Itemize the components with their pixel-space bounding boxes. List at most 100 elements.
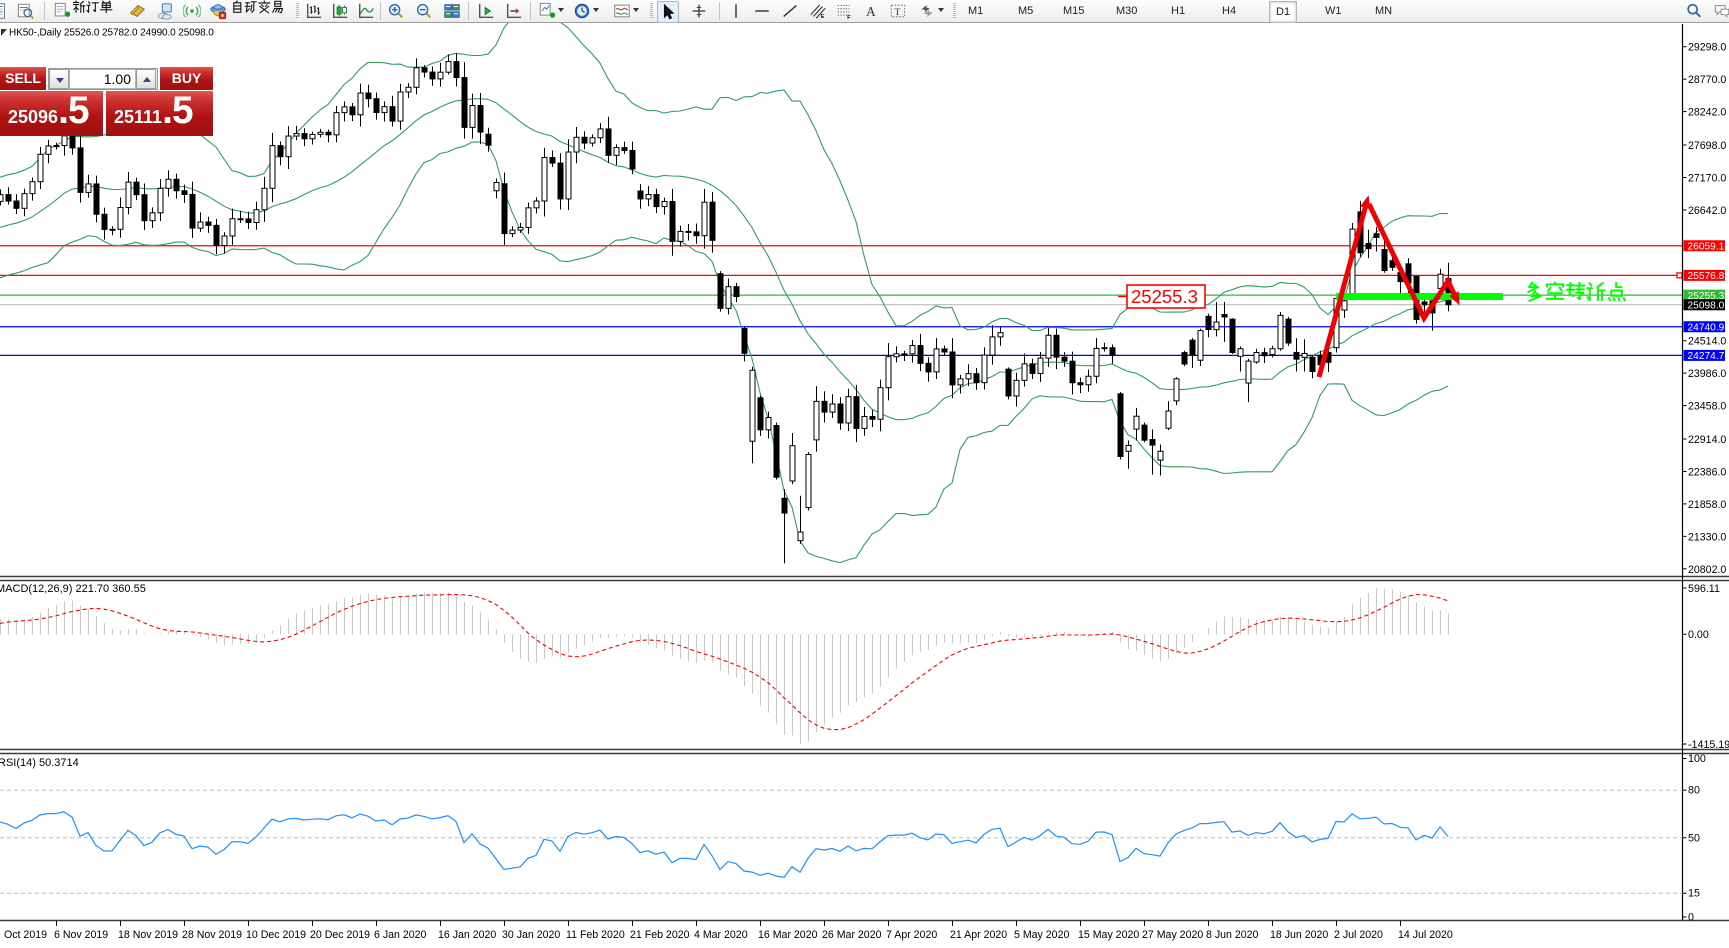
cursor-button[interactable] bbox=[657, 1, 679, 23]
price-flag[interactable]: 25255.3 bbox=[1118, 284, 1206, 309]
chart-window[interactable]: SELL 1.00 BUY 25096.5 25111.5 HK50-,Dail… bbox=[0, 12, 1729, 943]
indicators-button[interactable] bbox=[537, 1, 557, 21]
candlestick-chart-button[interactable] bbox=[330, 1, 350, 21]
trendline-button[interactable] bbox=[780, 1, 800, 21]
timeframe-m1-button[interactable]: M1 bbox=[968, 5, 984, 17]
chart-shift-icon bbox=[505, 2, 523, 20]
new-order-button[interactable] bbox=[52, 1, 72, 21]
timeframe-w1-button[interactable]: W1 bbox=[1325, 5, 1342, 17]
trend-arrow-part bbox=[1366, 202, 1460, 324]
autotrading-label-part-part bbox=[260, 4, 264, 8]
cjk-annotation[interactable] bbox=[1524, 281, 1654, 307]
data-window-button[interactable] bbox=[16, 1, 36, 21]
toolbar: M1 M5 M15 M30 H1 H4 D1 W1 MN bbox=[0, 0, 1729, 23]
candle-part bbox=[517, 226, 524, 231]
candle bbox=[381, 101, 388, 122]
buy-price-box[interactable]: 25111.5 bbox=[106, 89, 213, 136]
timeframe-mn-button[interactable]: MN bbox=[1375, 5, 1393, 17]
bollinger-middle-band bbox=[0, 98, 1449, 421]
autotrading-button[interactable] bbox=[208, 1, 228, 21]
bar-chart-button[interactable] bbox=[304, 1, 324, 21]
timeframe-m30-button[interactable]: M30 bbox=[1116, 5, 1138, 17]
text-label-button[interactable] bbox=[888, 1, 908, 21]
candle bbox=[1053, 328, 1060, 370]
candle bbox=[229, 208, 236, 245]
arrows-icon-part bbox=[922, 5, 933, 18]
candle bbox=[1245, 358, 1252, 403]
sell-button[interactable]: SELL bbox=[0, 67, 46, 90]
fibonacci-button[interactable] bbox=[834, 1, 854, 21]
candle bbox=[973, 367, 980, 390]
terminal-button[interactable] bbox=[155, 1, 175, 21]
periods-button[interactable] bbox=[572, 1, 592, 21]
candle bbox=[565, 139, 572, 211]
line-chart-button[interactable] bbox=[356, 1, 376, 21]
candle bbox=[1309, 355, 1316, 379]
chat-button[interactable] bbox=[1712, 1, 1729, 21]
candle-part bbox=[613, 147, 620, 156]
text-button[interactable] bbox=[861, 1, 881, 21]
crosshair-button[interactable] bbox=[689, 1, 709, 21]
zoom-in-button[interactable] bbox=[386, 1, 406, 21]
candle bbox=[845, 388, 852, 431]
zoom-out-button[interactable] bbox=[414, 1, 434, 21]
new-order-icon-part bbox=[55, 3, 70, 16]
candle-part bbox=[1253, 351, 1260, 363]
chart-shift-button[interactable] bbox=[504, 1, 524, 21]
trend-arrow[interactable] bbox=[1366, 202, 1460, 324]
arrows-button[interactable] bbox=[917, 1, 937, 21]
candle-part bbox=[365, 92, 372, 100]
auto-scroll-icon bbox=[477, 2, 495, 20]
tile-windows-button[interactable] bbox=[442, 1, 462, 21]
dropdown-arrow-icon[interactable] bbox=[938, 8, 944, 12]
chart-canvas[interactable]: HK50-,Daily 25526.0 25782.0 24990.0 2509… bbox=[0, 12, 1729, 943]
candle-part bbox=[1389, 260, 1396, 268]
expert-advisors-button[interactable] bbox=[128, 1, 148, 21]
market-watch-button[interactable] bbox=[0, 1, 10, 21]
search-button[interactable] bbox=[1684, 1, 1704, 21]
auto-scroll-button[interactable] bbox=[476, 1, 496, 21]
new-order-label-part-part bbox=[86, 9, 90, 13]
dropdown-arrow-icon[interactable] bbox=[593, 8, 599, 12]
dropdown-arrow-icon[interactable] bbox=[633, 8, 639, 12]
candle bbox=[1141, 422, 1148, 443]
vertical-line-button[interactable] bbox=[726, 1, 746, 21]
candle bbox=[293, 125, 300, 141]
trend-arrow[interactable] bbox=[1316, 195, 1371, 378]
candle-part bbox=[1293, 351, 1300, 360]
horizontal-line-button[interactable] bbox=[752, 1, 772, 21]
sell-price-main: 25096 bbox=[8, 107, 59, 127]
fibonacci-icon-part bbox=[838, 6, 851, 20]
signals-button[interactable] bbox=[182, 1, 202, 21]
buy-button[interactable]: BUY bbox=[160, 67, 213, 90]
candle-part bbox=[69, 135, 76, 149]
timeframe-m5-button[interactable]: M5 bbox=[1018, 5, 1034, 17]
candle bbox=[1365, 229, 1372, 259]
new-order-label[interactable] bbox=[72, 0, 115, 22]
candle bbox=[1205, 313, 1212, 338]
templates-button[interactable] bbox=[612, 1, 632, 21]
rsi-tick-label: 15 bbox=[1688, 888, 1700, 900]
timeframe-d1-button[interactable]: D1 bbox=[1269, 1, 1298, 23]
autotrading-label[interactable] bbox=[230, 0, 286, 22]
candle bbox=[517, 222, 524, 233]
sell-price-box[interactable]: 25096.5 bbox=[0, 89, 103, 136]
dropdown-arrow-icon[interactable] bbox=[558, 8, 564, 12]
candle bbox=[349, 103, 356, 122]
candle-part bbox=[629, 149, 636, 170]
timeframe-h4-button[interactable]: H4 bbox=[1222, 5, 1237, 17]
candle bbox=[613, 144, 620, 165]
candle-part bbox=[565, 151, 572, 200]
equidistant-channel-button[interactable] bbox=[808, 1, 828, 21]
volume-increase-button[interactable] bbox=[136, 69, 156, 89]
volume-input[interactable]: 1.00 bbox=[69, 69, 136, 89]
autotrading-label-part-part bbox=[251, 9, 255, 14]
new-order-label-part-part bbox=[75, 6, 80, 11]
price-line-label: 25576.8 bbox=[1688, 271, 1725, 282]
timeframe-m15-button[interactable]: M15 bbox=[1063, 5, 1085, 17]
price-tick-label: 22386.0 bbox=[1688, 466, 1726, 478]
candle bbox=[1069, 351, 1076, 395]
cjk-annotation-text bbox=[1524, 281, 1654, 307]
timeframe-h1-button[interactable]: H1 bbox=[1171, 5, 1186, 17]
volume-decrease-button[interactable] bbox=[49, 69, 69, 89]
